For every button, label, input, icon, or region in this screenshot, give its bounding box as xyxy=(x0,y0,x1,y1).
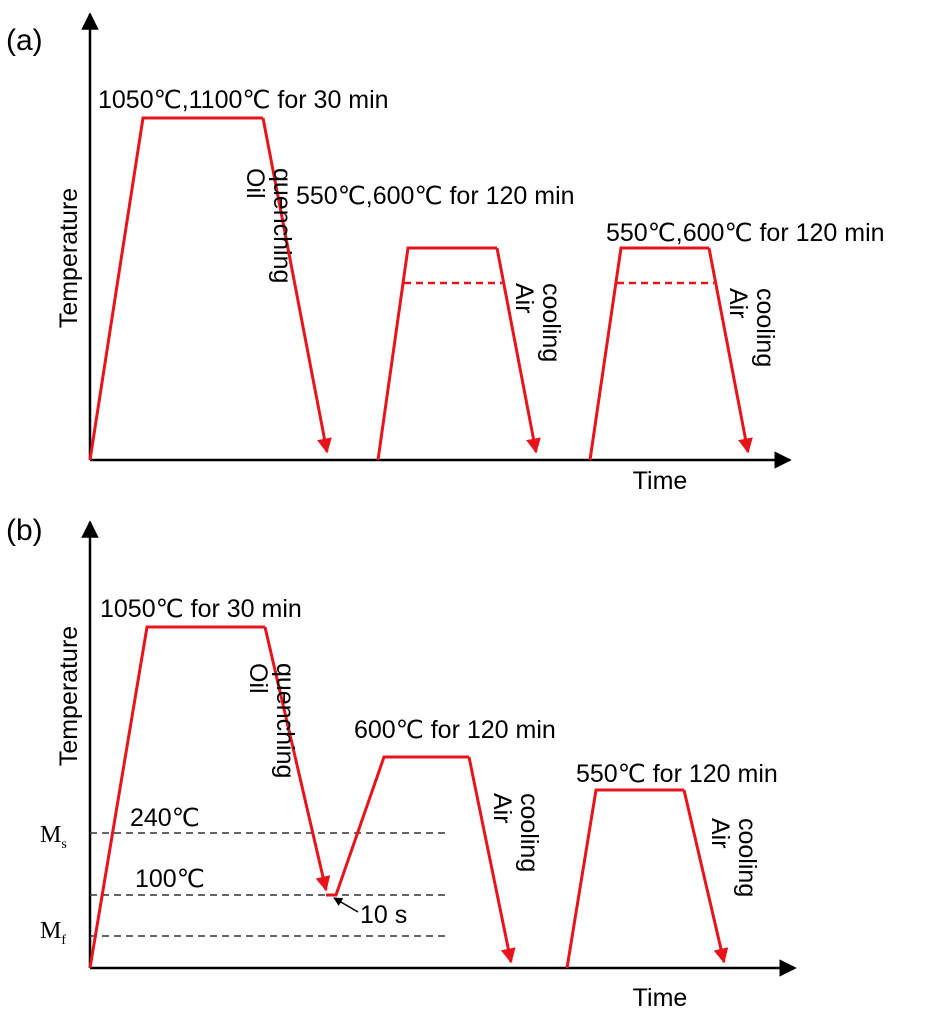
panel-a-austenitize-curve xyxy=(88,116,263,461)
panel-a-cool1-label-line1: Air xyxy=(510,283,538,314)
panel-b-x-axis-label: Time xyxy=(633,984,688,1012)
panel-b-temper2-curve xyxy=(565,788,684,969)
panel-b-cool1-arrow xyxy=(467,756,516,964)
panel-a-temper1-curve xyxy=(376,246,497,461)
panel-b-cool2-label-line2: cooling xyxy=(733,818,761,897)
ms-temperature-label: 240℃ xyxy=(130,804,200,832)
panel-b-quench-arrow xyxy=(263,626,331,892)
panel-b-temper2-label: 550℃ for 120 min xyxy=(576,760,778,788)
panel-a-y-axis-label: Temperature xyxy=(55,188,83,328)
mf-symbol: Mf xyxy=(40,918,66,948)
panel-a-tag: (a) xyxy=(6,24,43,57)
panel-b-cool1-label: Air cooling xyxy=(488,793,543,872)
panel-a-quench-label-line1: Oil xyxy=(241,168,269,199)
panel-b-cool2-label-line1: Air xyxy=(706,818,734,849)
hold-time-pointer xyxy=(333,897,359,913)
panel-b-quench-label: Oil quenching xyxy=(244,663,299,778)
panel-b-austenitize-label: 1050℃ for 30 min xyxy=(100,595,302,623)
panel-a-quench-arrow xyxy=(261,117,332,454)
panel-a-temper2-label: 550℃,600℃ for 120 min xyxy=(606,219,885,247)
panel-a-cool2-label-line1: Air xyxy=(724,288,752,319)
panel-b-tag: (b) xyxy=(6,514,43,547)
panel-a-temper2-curve xyxy=(588,246,709,461)
panel-b-cool2-label: Air cooling xyxy=(706,818,761,897)
panel-a-cool2-label: Air cooling xyxy=(724,288,779,367)
panel-b: (b) Temperature Time Ms Mf 240℃ 100℃ 105… xyxy=(6,514,797,1012)
panel-b-quench-label-line2: quenching xyxy=(271,663,299,778)
panel-a-cool2-label-line2: cooling xyxy=(751,288,779,367)
panel-a-quench-label: Oil quenching xyxy=(241,168,296,283)
panel-a-x-axis-label: Time xyxy=(633,467,688,495)
panel-a-cool1-label-line2: cooling xyxy=(537,283,565,362)
panel-a: (a) Temperature Time 1050℃,1100℃ for 30 … xyxy=(6,12,885,495)
panel-b-austenitize-curve xyxy=(88,625,265,969)
panel-b-y-axis-label: Temperature xyxy=(55,626,83,766)
panel-b-temper1-label: 600℃ for 120 min xyxy=(354,716,556,744)
panel-a-cool2-arrow xyxy=(707,247,753,454)
panel-b-cool1-label-line2: cooling xyxy=(515,793,543,872)
panel-b-cool2-arrow xyxy=(682,789,729,964)
panel-a-quench-label-line2: quenching xyxy=(268,168,296,283)
ms-symbol: Ms xyxy=(40,822,67,852)
panel-a-austenitize-label: 1050℃,1100℃ for 30 min xyxy=(98,86,389,114)
panel-a-cool1-arrow xyxy=(495,247,541,454)
qp-temperature-label: 100℃ xyxy=(135,865,205,893)
panel-b-quench-label-line1: Oil xyxy=(244,663,272,694)
panel-b-cool1-label-line1: Air xyxy=(488,793,516,824)
panel-a-cool1-label: Air cooling xyxy=(510,283,565,362)
panel-a-temper1-label: 550℃,600℃ for 120 min xyxy=(296,182,575,210)
hold-time-label: 10 s xyxy=(360,901,407,929)
panel-b-temper1-curve xyxy=(326,755,469,897)
